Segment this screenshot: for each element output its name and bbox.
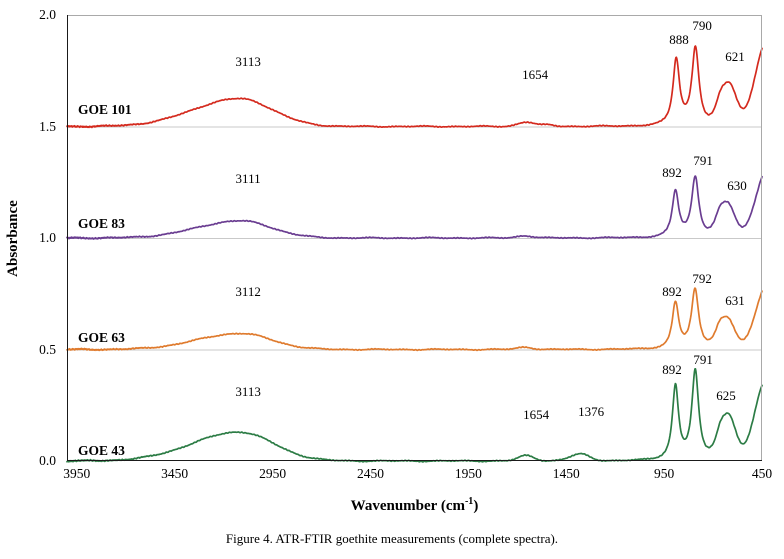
y-tick-label: 0.0 [39, 453, 56, 468]
peak-annotation: 892 [662, 362, 682, 378]
peak-annotation: 791 [693, 352, 713, 368]
peak-annotation: 3112 [235, 284, 261, 300]
y-tick-label: 1.0 [39, 230, 56, 245]
x-axis-title-text: Wavenumber (cm [350, 498, 465, 514]
peak-annotation: 888 [669, 31, 689, 47]
peak-annotation: 1376 [578, 403, 605, 419]
peak-annotation: 1654 [522, 67, 549, 83]
x-tick-label: 1450 [552, 466, 580, 481]
x-axis-title-close: ) [473, 498, 479, 514]
spectrum-goe-101 [66, 45, 763, 129]
plot-area: GOE 101 3113 1654 888 790 621 GOE 83 3111 892 791… [66, 15, 763, 463]
y-tick-label: 0.5 [39, 341, 56, 357]
series-label-goe-43: GOE 43 [77, 442, 125, 458]
x-tick-label: 2950 [259, 466, 287, 481]
figure-caption: Figure 4. ATR-FTIR goethite measurements… [225, 531, 559, 546]
peak-annotation: 790 [692, 18, 712, 34]
y-tick-label: 1.5 [39, 118, 56, 134]
series-label-goe-83: GOE 83 [77, 215, 125, 231]
spectra-canvas [66, 15, 763, 463]
x-tick-label: 3450 [161, 466, 189, 481]
x-tick-label: 1950 [454, 466, 482, 481]
spectrum-goe-43 [66, 368, 763, 463]
x-axis-title: Wavenumber (cm-1) [67, 496, 762, 515]
peak-annotation: 791 [693, 153, 713, 169]
peak-annotation: 3113 [235, 53, 261, 69]
peak-annotation: 625 [716, 388, 736, 404]
x-axis-title-superscript: -1 [464, 496, 474, 507]
x-tick-label: 450 [751, 466, 773, 481]
x-tick-label: 2450 [356, 466, 384, 481]
peak-annotation: 630 [727, 177, 747, 193]
x-tick-label: 3950 [63, 466, 91, 481]
spectrum-goe-83 [66, 175, 763, 240]
series-label-goe-63: GOE 63 [77, 329, 125, 345]
peak-annotation: 1654 [523, 407, 550, 423]
series-label-goe-101: GOE 101 [77, 101, 132, 117]
peak-annotation: 621 [725, 49, 745, 65]
peak-annotation: 792 [692, 270, 712, 286]
peak-annotation: 3113 [235, 383, 261, 399]
y-tick-label: 2.0 [39, 7, 56, 22]
peak-annotation: 3111 [235, 170, 261, 186]
spectrum-goe-63 [66, 287, 763, 352]
peak-annotation: 631 [725, 293, 745, 309]
peak-annotation: 892 [662, 165, 682, 181]
peak-annotation: 892 [662, 283, 682, 299]
x-tick-label: 950 [653, 466, 675, 481]
